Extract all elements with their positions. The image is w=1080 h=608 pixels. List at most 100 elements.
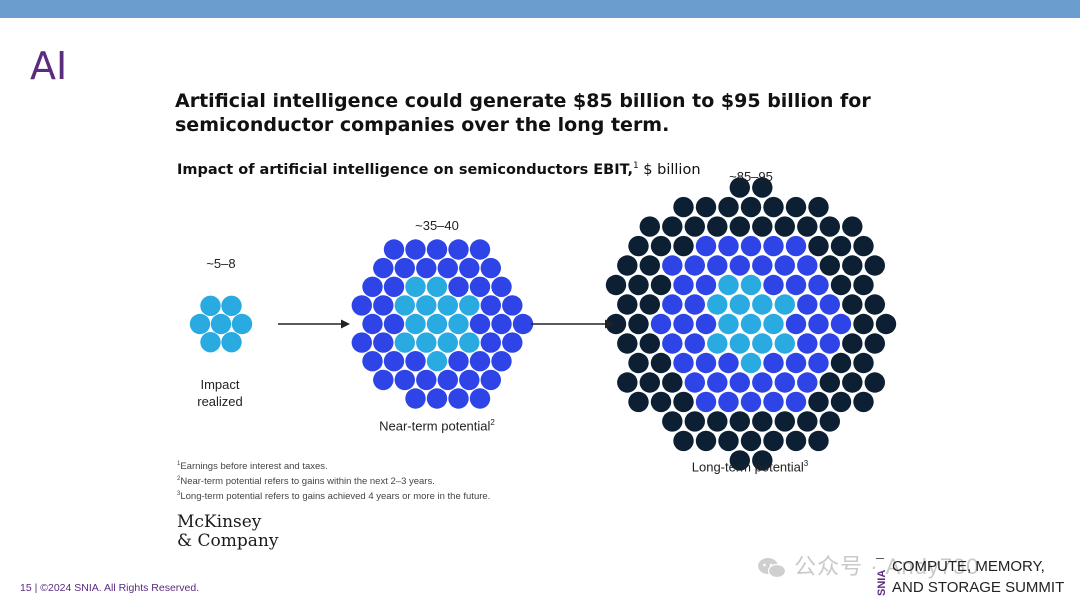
dot-outer <box>864 372 885 393</box>
dot-mid <box>362 313 383 335</box>
dot-mid <box>763 235 784 257</box>
dot-mid <box>797 372 818 393</box>
footnote-3-mark: 3 <box>177 491 181 498</box>
dot-outer <box>785 196 807 218</box>
wechat-icon <box>758 558 787 579</box>
footnote-3: 3Long-term potential refers to gains ach… <box>177 488 490 503</box>
stage-1-label-line-2: realized <box>197 394 243 409</box>
dot-outer <box>662 411 683 432</box>
dot-outer <box>763 196 784 218</box>
dot-outer <box>842 255 863 276</box>
dot-outer <box>864 333 885 354</box>
dot-inner <box>459 332 480 353</box>
dot-outer <box>785 430 807 452</box>
dot-mid <box>797 255 818 276</box>
dot-outer <box>628 274 649 296</box>
headline-line-1: Artificial intelligence could generate $… <box>175 90 871 112</box>
dot-inner <box>394 295 415 316</box>
dot-mid <box>394 369 415 391</box>
dot-outer <box>797 411 818 432</box>
footnote-2: 2Near-term potential refers to gains wit… <box>177 473 490 488</box>
dot-outer <box>605 313 627 335</box>
dot-outer <box>752 177 773 198</box>
dot-mid <box>405 351 426 372</box>
dot-mid <box>707 372 728 393</box>
dot-inner <box>729 333 750 354</box>
dot-outer <box>639 333 660 354</box>
stage-2-value: ~35–40 <box>415 218 459 233</box>
dot-mid <box>383 239 405 260</box>
dot-mid <box>480 332 501 353</box>
dot-inner <box>200 332 221 353</box>
dot-mid <box>448 351 469 372</box>
dot-outer <box>695 196 717 218</box>
slide-footer: 15 | ©2024 SNIA. All Rights Reserved. <box>20 582 200 594</box>
mckinsey-logo: McKinsey & Company <box>177 513 278 551</box>
dot-mid <box>695 352 717 374</box>
dot-inner <box>426 351 448 372</box>
dot-outer <box>808 391 829 413</box>
dot-outer <box>819 372 840 393</box>
stage-2-label-footnote: 2 <box>490 418 495 427</box>
dot-outer <box>639 255 660 276</box>
dot-mid <box>469 276 491 297</box>
dot-inner <box>763 313 784 335</box>
dot-mid <box>362 276 383 297</box>
dot-mid <box>662 255 683 276</box>
dot-outer <box>673 235 694 257</box>
dot-mid <box>437 257 458 279</box>
dot-inner <box>729 294 750 315</box>
dot-mid <box>416 369 437 391</box>
arrow-1-head <box>341 319 350 329</box>
dot-outer <box>662 216 683 237</box>
dot-mid <box>448 276 469 297</box>
stage-1-value: ~5–8 <box>206 256 236 271</box>
arrow-2 <box>531 319 614 329</box>
dot-mid <box>373 295 394 316</box>
dot-mid <box>480 369 501 391</box>
dot-mid <box>785 235 807 257</box>
dot-mid <box>752 372 773 393</box>
dot-outer <box>617 294 638 315</box>
dot-outer <box>808 430 829 452</box>
dot-outer <box>639 294 660 315</box>
dot-mid <box>684 294 705 315</box>
dot-mid <box>797 333 818 354</box>
dot-inner <box>752 294 773 315</box>
dot-mid <box>774 255 795 276</box>
dot-mid <box>808 313 829 335</box>
dot-mid <box>774 372 795 393</box>
dot-mid <box>383 313 405 335</box>
dot-inner <box>437 332 458 353</box>
dot-outer <box>673 391 694 413</box>
dot-outer <box>707 216 728 237</box>
dot-mid <box>695 391 717 413</box>
dot-outer <box>830 235 852 257</box>
dot-mid <box>718 352 739 374</box>
dot-mid <box>662 333 683 354</box>
dot-outer <box>650 235 672 257</box>
dot-mid <box>763 352 784 374</box>
dot-mid <box>729 255 750 276</box>
dot-mid <box>695 235 717 257</box>
dot-outer <box>842 333 863 354</box>
dot-inner <box>707 294 728 315</box>
dot-outer <box>628 391 649 413</box>
dot-outer <box>864 255 885 276</box>
dot-outer <box>695 430 717 452</box>
dot-outer <box>830 352 852 374</box>
logo-line-2: & Company <box>177 531 279 551</box>
footnote-3-text: Long-term potential refers to gains achi… <box>180 491 491 503</box>
dot-outer <box>684 216 705 237</box>
footnote-1-mark: 1 <box>177 461 181 467</box>
dot-outer <box>808 196 829 218</box>
dot-mid <box>405 388 426 409</box>
dot-mid <box>459 369 480 391</box>
dot-mid <box>785 313 807 335</box>
dot-mid <box>684 333 705 354</box>
dot-inner <box>394 332 415 353</box>
dot-inner <box>416 332 437 353</box>
stage-1-label: Impact realized <box>170 376 270 410</box>
dot-mid <box>383 351 405 372</box>
watermark: 公众号 · Andy730 <box>757 549 980 581</box>
